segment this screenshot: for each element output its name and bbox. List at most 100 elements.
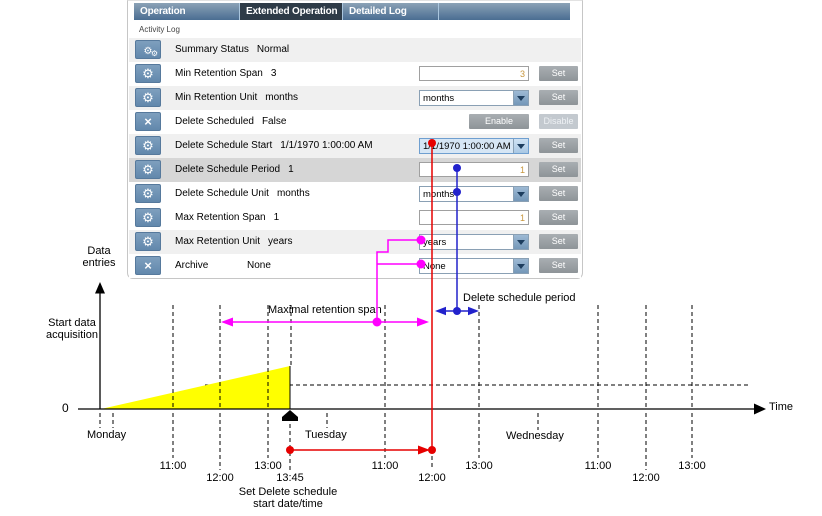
gear-glyph: ⚙ — [142, 210, 154, 225]
row-label: Max Retention Span — [175, 212, 266, 223]
tick-label: 13:00 — [678, 460, 706, 472]
row-label: Min Retention Span — [175, 68, 263, 79]
set-button[interactable]: Set — [539, 90, 578, 105]
section-title: Activity Log — [139, 25, 180, 34]
y-axis-title: Data entries — [69, 245, 129, 269]
origin-label: 0 — [62, 401, 69, 415]
max-retention-unit-select[interactable]: years — [419, 234, 529, 250]
chevron-down-icon[interactable] — [513, 235, 528, 249]
select-value: 1/1/1970 1:00:00 AM — [423, 141, 511, 152]
set-button[interactable]: Set — [539, 258, 578, 273]
delete-schedule-unit-select[interactable]: months — [419, 186, 529, 202]
row-label: Delete Scheduled — [175, 116, 254, 127]
chevron-down-icon[interactable] — [513, 139, 528, 153]
row-label: Archive — [175, 260, 209, 271]
table-row[interactable]: ⚙ Max Retention Unit years years Set — [129, 230, 581, 254]
chevron-down-icon[interactable] — [513, 259, 528, 273]
gear-icon[interactable]: ⚙ — [135, 136, 161, 155]
set-delete-schedule-label: Set Delete schedule start date/time — [233, 486, 343, 510]
gear-icon[interactable]: ⚙ — [135, 64, 161, 83]
tab-operation[interactable]: Operation — [134, 3, 240, 20]
table-row[interactable]: ⚙ Max Retention Span 1 Set — [129, 206, 581, 230]
y-axis-title-line2: entries — [82, 257, 116, 269]
gear-glyph: ⚙ — [143, 46, 153, 57]
disable-button[interactable]: Disable — [539, 114, 578, 129]
x-icon[interactable]: × — [135, 112, 161, 131]
day-label-wednesday: Wednesday — [506, 430, 564, 442]
y-axis-title-line1: Data — [87, 245, 111, 257]
gear-icon[interactable]: ⚙ — [135, 232, 161, 251]
gear-icon[interactable]: ⚙ — [135, 160, 161, 179]
gear-icon[interactable]: ⚙ — [135, 184, 161, 203]
set-button[interactable]: Set — [539, 234, 578, 249]
row-label: Delete Schedule Start — [175, 140, 273, 151]
gear-glyph: ⚙ — [142, 138, 154, 153]
delete-schedule-period-input[interactable] — [419, 162, 529, 177]
gears-icon[interactable]: ⚙ ⚙ — [135, 40, 161, 59]
tick-label: 11:00 — [371, 460, 399, 472]
enable-button[interactable]: Enable — [469, 114, 529, 129]
row-text: Min Retention Unit months — [175, 92, 298, 103]
set-button[interactable]: Set — [539, 138, 578, 153]
x-icon[interactable]: × — [135, 256, 161, 275]
row-text: Max Retention Unit years — [175, 236, 293, 247]
table-row[interactable]: ⚙ ⚙ Summary Status Normal — [129, 38, 581, 62]
gear-glyph: ⚙ — [142, 186, 154, 201]
chevron-down-icon[interactable] — [513, 187, 528, 201]
gear-icon[interactable]: ⚙ — [135, 208, 161, 227]
row-value: 1/1/1970 1:00:00 AM — [280, 140, 373, 151]
set-button[interactable]: Set — [539, 66, 578, 81]
max-retention-span-label: Maximal retention span — [268, 304, 382, 316]
start-acquisition-line1: Start data — [48, 317, 96, 329]
y-axis-arrowhead — [95, 282, 105, 294]
min-retention-unit-select[interactable]: months — [419, 90, 529, 106]
row-value: Normal — [256, 44, 290, 55]
row-value: False — [261, 116, 287, 127]
set-delete-line1: Set Delete schedule — [238, 486, 338, 498]
tick-label: 12:00 — [632, 472, 660, 484]
archive-select[interactable]: None — [419, 258, 529, 274]
gear-glyph: ⚙ — [142, 90, 154, 105]
schedule-start-marker — [282, 410, 298, 421]
set-button[interactable]: Set — [539, 186, 578, 201]
x-axis-arrowhead — [754, 403, 766, 415]
table-row[interactable]: ⚙ Delete Schedule Start 1/1/1970 1:00:00 … — [129, 134, 581, 158]
select-value: months — [423, 93, 455, 104]
table-row[interactable]: ⚙ Min Retention Unit months months Set — [129, 86, 581, 110]
row-text: Max Retention Span 1 — [175, 212, 279, 223]
max-retention-span-input[interactable] — [419, 210, 529, 225]
chevron-down-icon[interactable] — [513, 91, 528, 105]
tick-label: 11:00 — [159, 460, 187, 472]
row-value: 1 — [288, 164, 294, 175]
tab-detailed-log[interactable]: Detailed Log — [343, 3, 439, 20]
set-button[interactable]: Set — [539, 210, 578, 225]
tick-label: 11:00 — [584, 460, 612, 472]
table-row[interactable]: ⚙ Min Retention Span 3 Set — [129, 62, 581, 86]
select-value: None — [423, 261, 446, 272]
delete-schedule-start-select[interactable]: 1/1/1970 1:00:00 AM — [419, 138, 529, 154]
table-row[interactable]: × Archive None None Set — [129, 254, 581, 278]
x-glyph: × — [144, 114, 152, 129]
hour-gridlines — [172, 305, 693, 408]
data-accumulation-area — [101, 366, 290, 409]
start-acquisition-label: Start data acquisition — [37, 317, 107, 341]
gear-glyph: ⚙ — [142, 66, 154, 81]
set-delete-line2: start date/time — [253, 498, 323, 510]
tick-label: 13:00 — [465, 460, 493, 472]
min-retention-span-input[interactable] — [419, 66, 529, 81]
row-value: months — [265, 92, 299, 103]
table-row-selected[interactable]: ⚙ Delete Schedule Period 1 Set — [129, 158, 581, 182]
delete-schedule-period-label: Delete schedule period — [463, 292, 576, 304]
gear-glyph: ⚙ — [142, 234, 154, 249]
gear-icon[interactable]: ⚙ — [135, 88, 161, 107]
tab-extended-operation[interactable]: Extended Operation — [240, 3, 343, 20]
select-value: months — [423, 189, 455, 200]
row-value: months — [276, 188, 310, 199]
select-value: years — [423, 237, 447, 248]
set-button[interactable]: Set — [539, 162, 578, 177]
row-label: Delete Schedule Unit — [175, 188, 269, 199]
x-axis-title: Time — [769, 401, 794, 413]
row-text: Min Retention Span 3 — [175, 68, 276, 79]
table-row[interactable]: × Delete Scheduled False Enable Disable — [129, 110, 581, 134]
table-row[interactable]: ⚙ Delete Schedule Unit months months Set — [129, 182, 581, 206]
